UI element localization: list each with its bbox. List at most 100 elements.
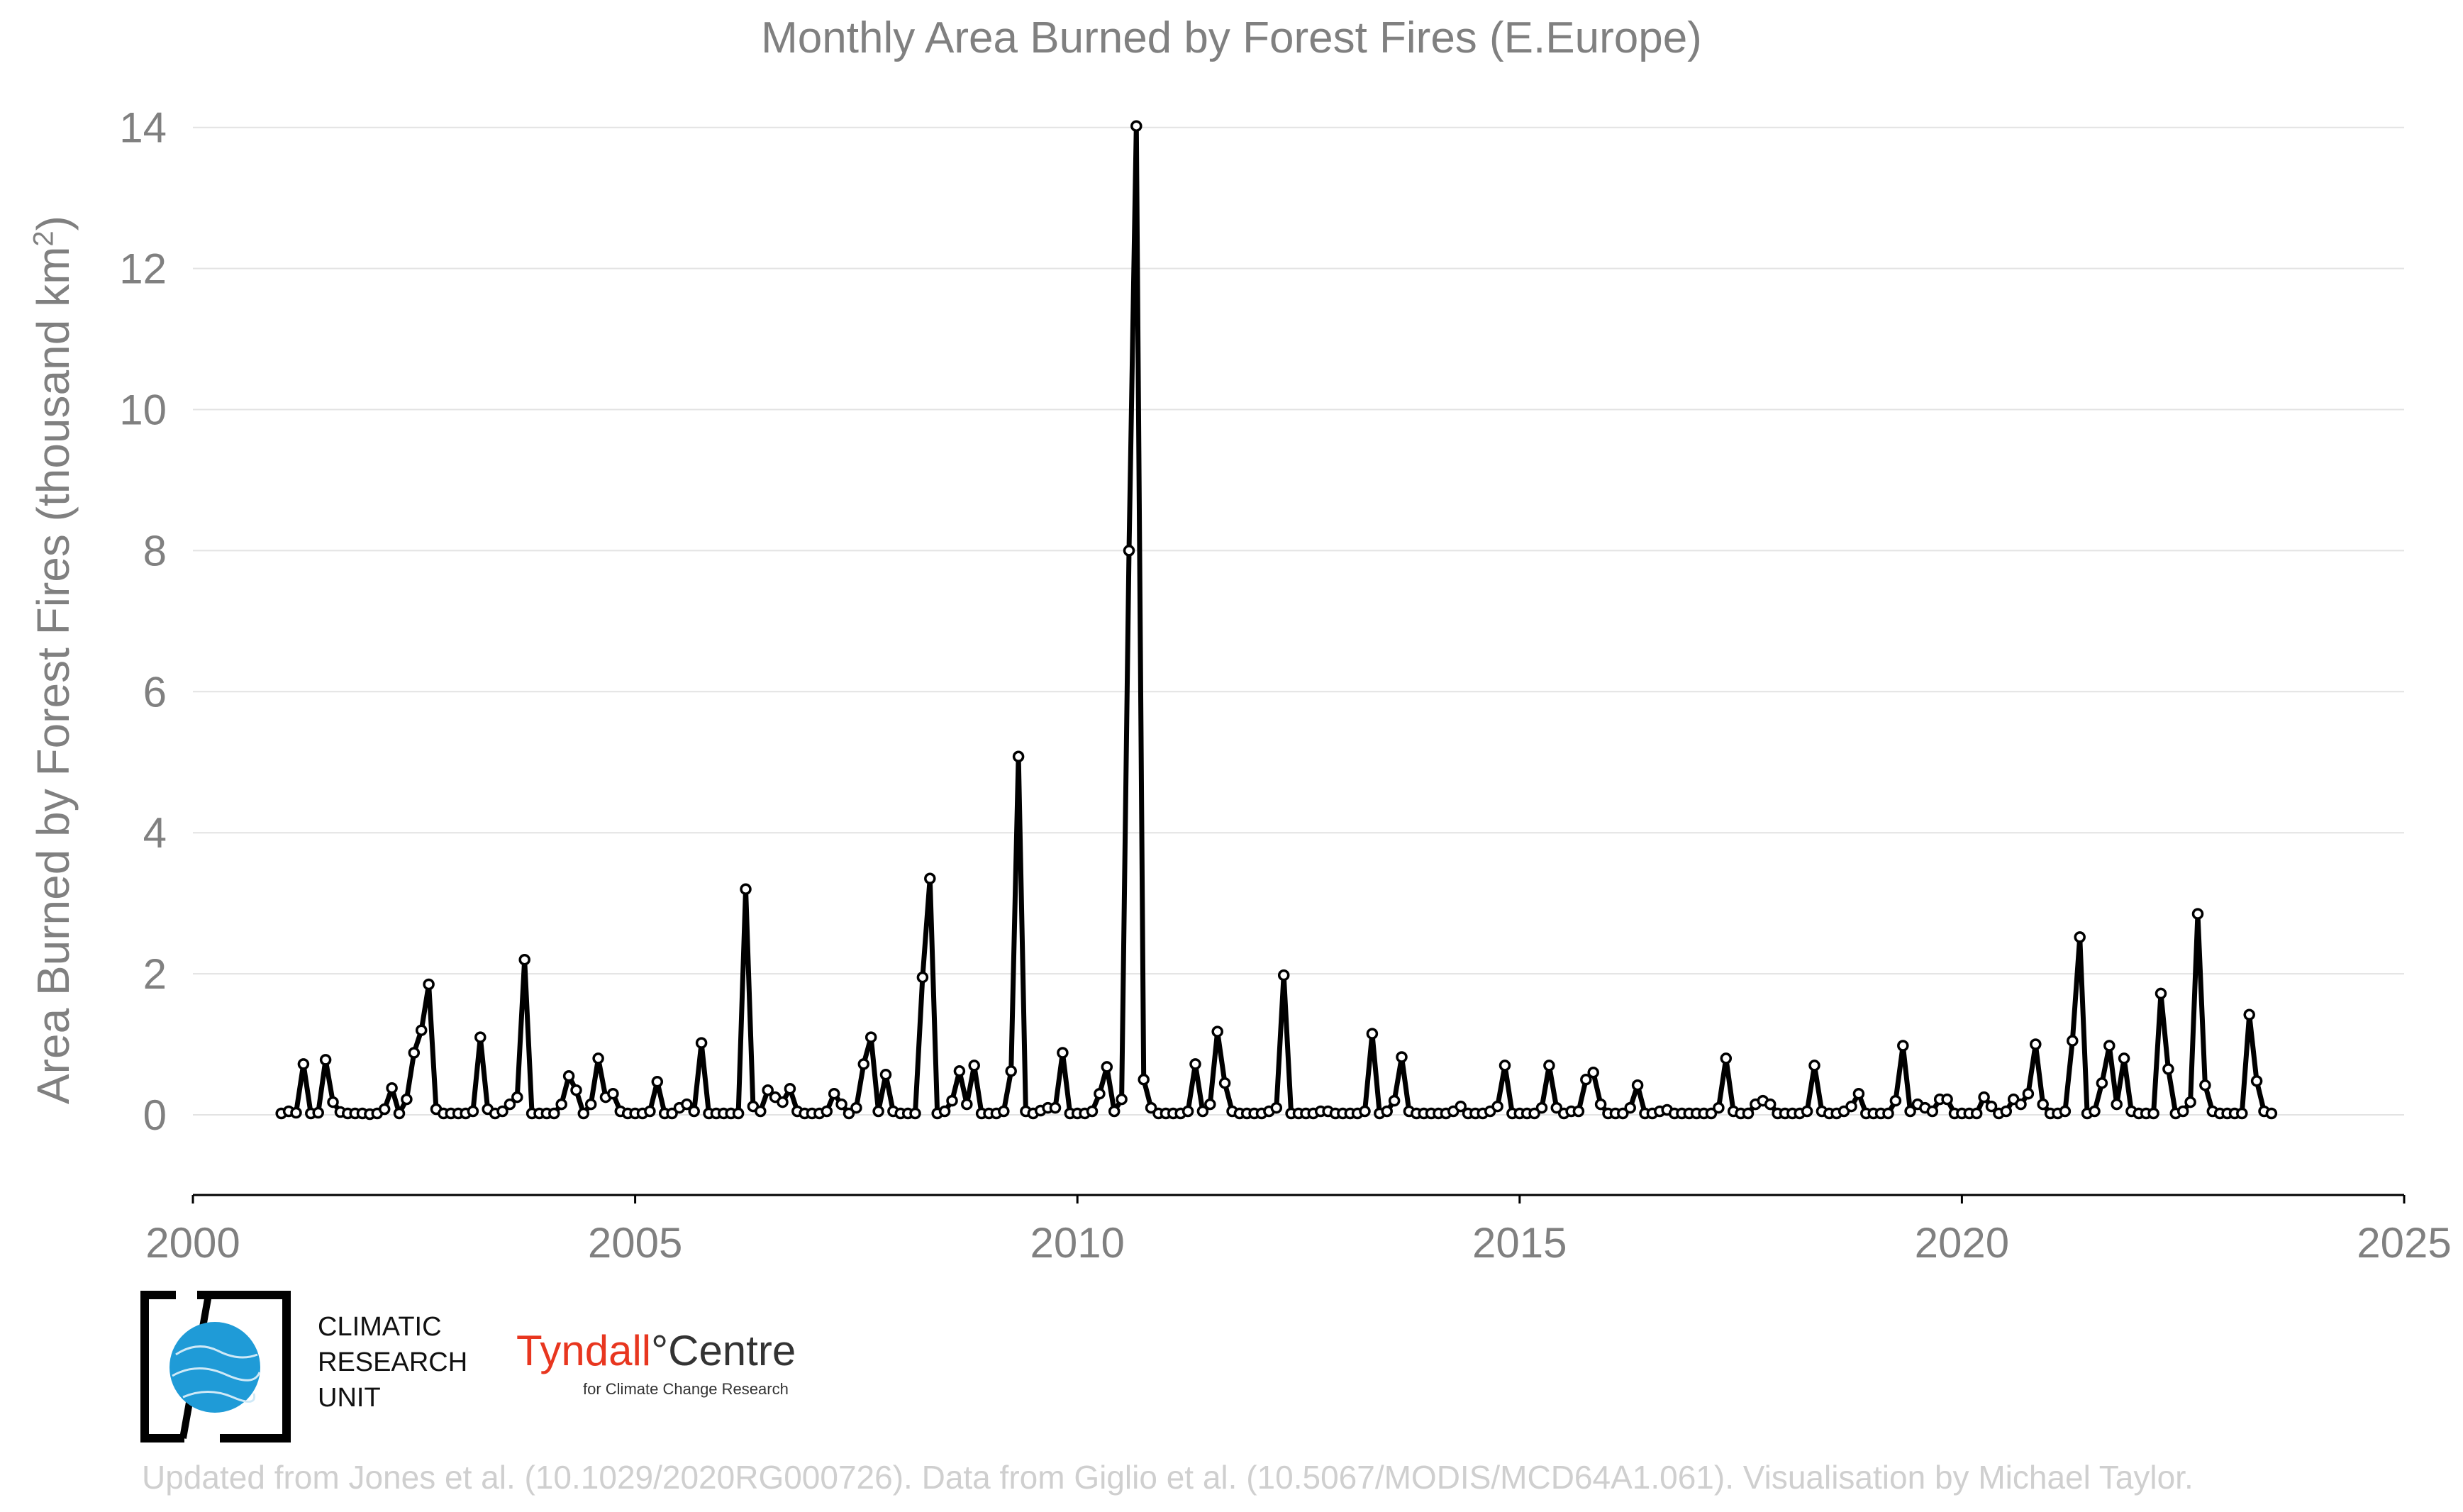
y-tick-label-0: 0 (143, 1091, 167, 1139)
data-point (511, 1091, 523, 1104)
data-point (584, 1098, 597, 1111)
data-point (2000, 1105, 2013, 1118)
data-point (762, 1084, 774, 1096)
tyndall-degree: ° (651, 1327, 669, 1374)
data-point (879, 1069, 892, 1081)
data-point (968, 1060, 980, 1072)
data-point (423, 978, 435, 991)
data-point (504, 1098, 516, 1111)
data-point (2184, 1096, 2196, 1108)
x-tick-label-2000: 2000 (145, 1219, 240, 1267)
data-point (1366, 1028, 1379, 1040)
data-point (1130, 120, 1142, 132)
series-polyline (280, 123, 2272, 1117)
globe-contour-2 (172, 1367, 261, 1382)
data-point (953, 1065, 966, 1077)
y-tick-label-14: 14 (119, 104, 167, 152)
data-point (777, 1096, 789, 1108)
data-point (740, 883, 752, 896)
globe-contour-1 (175, 1345, 258, 1359)
y-tick-label-10: 10 (119, 387, 167, 434)
data-point (327, 1096, 339, 1108)
data-point (297, 1058, 310, 1070)
data-point (2265, 1107, 2278, 1120)
data-point (2236, 1107, 2248, 1120)
data-point (872, 1105, 884, 1118)
cru-line-1: CLIMATIC (318, 1312, 442, 1342)
data-point (651, 1076, 664, 1088)
data-point (835, 1098, 847, 1111)
data-point (1086, 1105, 1099, 1118)
y-tick-label-12: 12 (119, 245, 167, 293)
data-point (2096, 1077, 2108, 1089)
data-point (1270, 1101, 1283, 1114)
data-point (1617, 1107, 1629, 1120)
data-point (2030, 1038, 2042, 1050)
data-point (378, 1103, 391, 1116)
data-point (998, 1105, 1010, 1118)
chart-title: Monthly Area Burned by Forest Fires (E.E… (761, 13, 1702, 62)
data-point (961, 1098, 973, 1111)
data-point (828, 1087, 840, 1100)
series-points (275, 120, 2278, 1121)
data-point (2147, 1107, 2159, 1120)
data-point (1705, 1107, 1718, 1120)
data-point (916, 971, 929, 984)
data-point (1801, 1105, 1813, 1118)
data-point (401, 1093, 413, 1106)
data-point (592, 1052, 604, 1064)
data-point (1182, 1105, 1194, 1118)
data-point (474, 1031, 487, 1043)
data-point (2199, 1079, 2211, 1091)
tyndall-logo: Tyndall°Centre (516, 1326, 796, 1375)
data-point (2089, 1105, 2101, 1118)
globe-contour-3 (182, 1391, 256, 1403)
tyndall-name: Tyndall (516, 1327, 652, 1374)
data-point (2250, 1075, 2263, 1087)
data-point (393, 1107, 406, 1120)
data-point (1535, 1101, 1548, 1114)
data-point (1049, 1101, 1062, 1114)
data-point (1359, 1105, 1371, 1118)
data-point (1101, 1061, 1113, 1073)
data-point (1094, 1087, 1106, 1100)
data-point (1455, 1100, 1467, 1113)
globe-icon (169, 1322, 260, 1413)
gridlines (193, 126, 2404, 1116)
data-point (784, 1082, 796, 1095)
y-axis-ticks: 0 2 4 6 8 10 12 14 (119, 104, 167, 1139)
data-point (2118, 1052, 2130, 1064)
data-point (1594, 1098, 1607, 1111)
data-point (688, 1105, 700, 1118)
data-point (2103, 1040, 2115, 1052)
data-point (1145, 1101, 1157, 1114)
data-point (1764, 1098, 1777, 1111)
data-point (1388, 1094, 1401, 1107)
data-point (1970, 1107, 1983, 1120)
data-point (607, 1087, 619, 1100)
data-point (1543, 1060, 1555, 1072)
footer-credits: Updated from Jones et al. (10.1029/2020R… (142, 1459, 2194, 1496)
data-point (1499, 1060, 1511, 1072)
data-point (1904, 1105, 1916, 1118)
x-tick-label-2005: 2005 (588, 1219, 682, 1267)
data-point (2037, 1098, 2049, 1111)
data-point (2015, 1098, 2027, 1111)
data-point (1211, 1025, 1223, 1038)
data-point (1396, 1051, 1408, 1063)
data-point (732, 1107, 745, 1120)
data-point (1196, 1105, 1209, 1118)
data-point (1978, 1091, 1990, 1104)
data-point (2191, 908, 2204, 920)
data-point (570, 1084, 582, 1096)
data-point (312, 1106, 324, 1119)
data-point (1138, 1074, 1150, 1086)
data-point (1123, 545, 1135, 557)
line-chart: 0 2 4 6 8 10 12 14 2000 2005 2010 2015 2020 2025 (119, 104, 2451, 1267)
data-point (1587, 1067, 1599, 1079)
data-point (2111, 1098, 2123, 1111)
data-point (2155, 987, 2167, 1000)
data-point (1189, 1058, 1201, 1070)
data-point (2022, 1087, 2035, 1100)
data-point (1742, 1107, 1755, 1120)
